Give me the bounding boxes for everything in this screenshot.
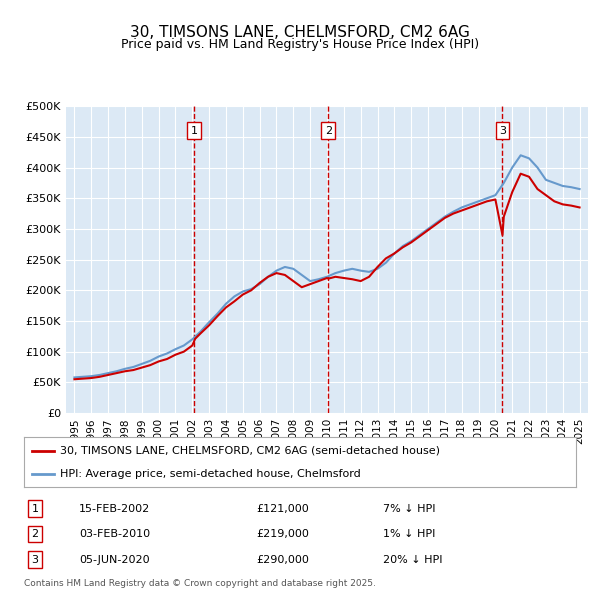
Text: Price paid vs. HM Land Registry's House Price Index (HPI): Price paid vs. HM Land Registry's House …	[121, 38, 479, 51]
Text: 30, TIMSONS LANE, CHELMSFORD, CM2 6AG (semi-detached house): 30, TIMSONS LANE, CHELMSFORD, CM2 6AG (s…	[60, 445, 440, 455]
Text: 3: 3	[499, 126, 506, 136]
Text: 3: 3	[32, 555, 38, 565]
Text: £121,000: £121,000	[256, 504, 308, 513]
Text: 30, TIMSONS LANE, CHELMSFORD, CM2 6AG: 30, TIMSONS LANE, CHELMSFORD, CM2 6AG	[130, 25, 470, 40]
Text: 7% ↓ HPI: 7% ↓ HPI	[383, 504, 436, 513]
Text: 1% ↓ HPI: 1% ↓ HPI	[383, 529, 435, 539]
Text: 03-FEB-2010: 03-FEB-2010	[79, 529, 151, 539]
Text: 15-FEB-2002: 15-FEB-2002	[79, 504, 151, 513]
Text: HPI: Average price, semi-detached house, Chelmsford: HPI: Average price, semi-detached house,…	[60, 469, 361, 479]
Text: £219,000: £219,000	[256, 529, 309, 539]
Text: 20% ↓ HPI: 20% ↓ HPI	[383, 555, 442, 565]
Text: 1: 1	[32, 504, 38, 513]
Text: 2: 2	[325, 126, 332, 136]
Text: £290,000: £290,000	[256, 555, 309, 565]
Text: 05-JUN-2020: 05-JUN-2020	[79, 555, 150, 565]
Text: 1: 1	[191, 126, 198, 136]
Text: Contains HM Land Registry data © Crown copyright and database right 2025.
This d: Contains HM Land Registry data © Crown c…	[24, 579, 376, 590]
Text: 2: 2	[31, 529, 38, 539]
